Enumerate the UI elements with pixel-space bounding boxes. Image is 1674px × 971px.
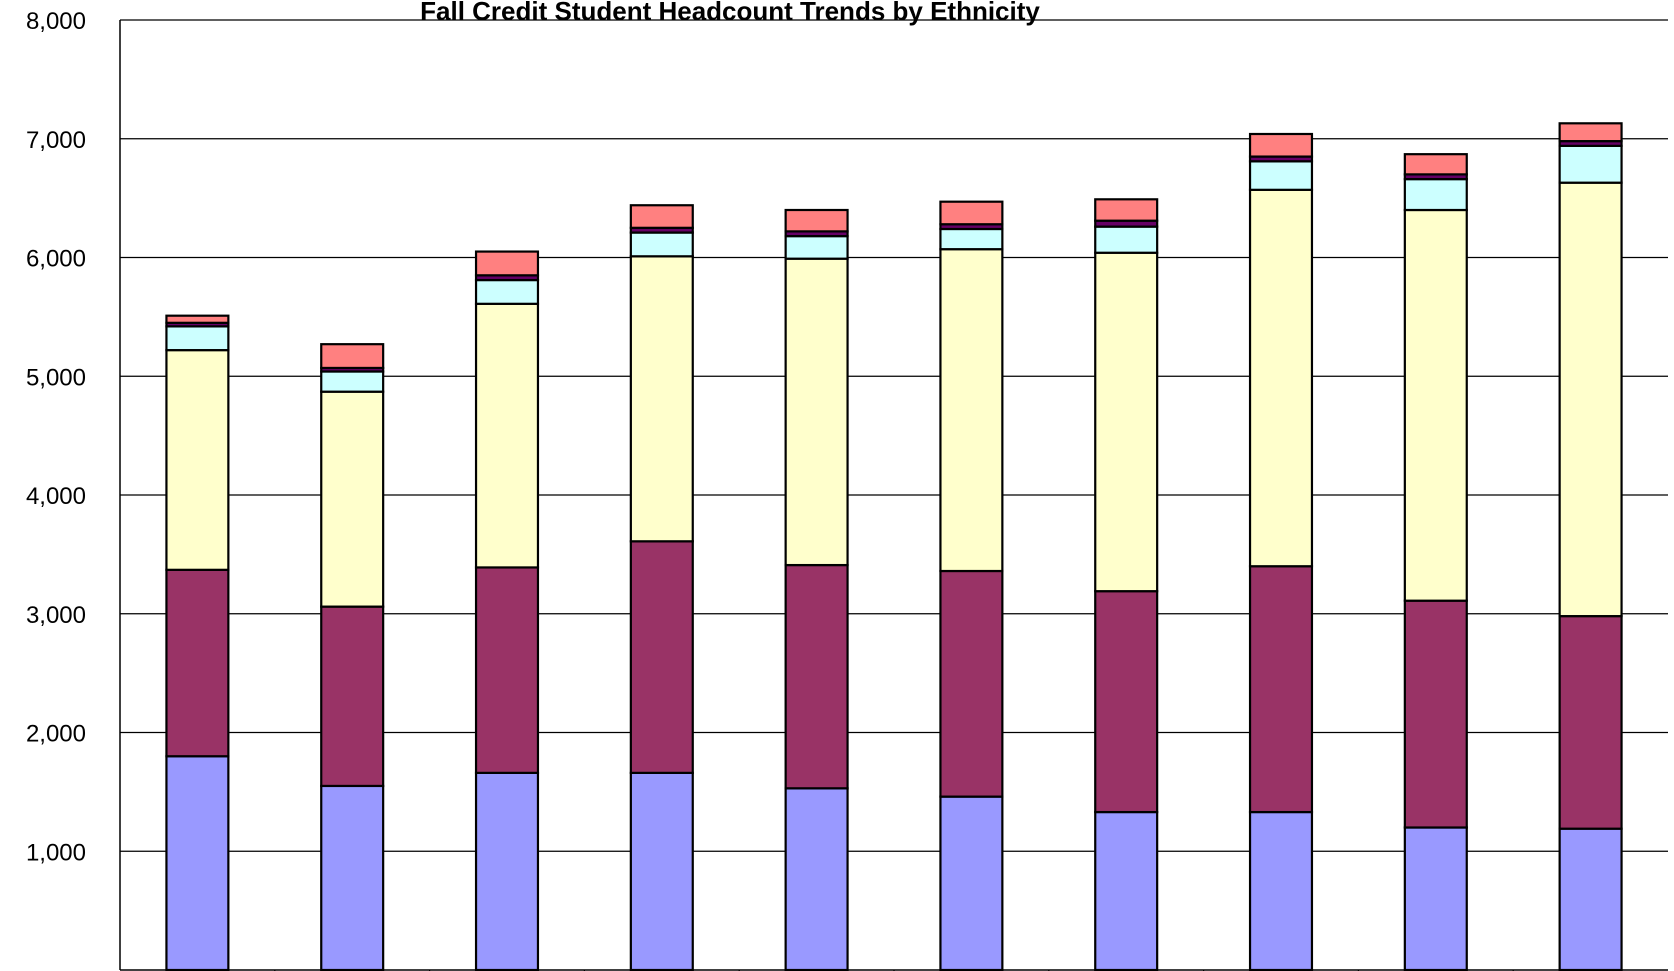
bar-segment — [1558, 144, 1623, 184]
bar-segment — [939, 227, 1004, 251]
bar-segment — [320, 343, 385, 370]
chart-title: Fall Credit Student Headcount Trends by … — [420, 0, 1040, 26]
bar-segment — [1094, 198, 1159, 222]
bar-segment — [1403, 599, 1468, 829]
bar-segment — [320, 784, 385, 971]
y-tick-label: 7,000 — [26, 127, 86, 154]
bar-segment — [1094, 590, 1159, 814]
y-tick-label: 5,000 — [26, 364, 86, 391]
bar-segment — [1094, 810, 1159, 971]
bar-segment — [320, 605, 385, 788]
y-tick-label: - — [78, 958, 86, 971]
bar-segment — [784, 787, 849, 971]
bar-segment — [784, 208, 849, 233]
bar-segment — [784, 235, 849, 260]
bar-segment — [1248, 160, 1314, 191]
bar-segment — [320, 370, 385, 393]
bar-segment — [939, 795, 1004, 971]
bar-segment — [629, 771, 694, 971]
bar-segment — [629, 540, 694, 774]
y-tick-label: 3,000 — [26, 602, 86, 629]
bar-segment — [939, 569, 1004, 798]
bar-segment — [784, 563, 849, 790]
bar-segment — [1403, 153, 1468, 176]
bar-segment — [1558, 615, 1623, 830]
bar-segment — [165, 755, 230, 971]
bar-segment — [1558, 122, 1623, 143]
bar-segment — [1094, 251, 1159, 593]
bar-segment — [1094, 225, 1159, 254]
bar-segment — [629, 231, 694, 258]
bar-segment — [165, 568, 230, 758]
y-tick-label: 6,000 — [26, 246, 86, 273]
y-tick-label: 2,000 — [26, 721, 86, 748]
bar-segment — [165, 314, 230, 324]
bar-segment — [1403, 208, 1468, 602]
bar-segment — [1403, 826, 1468, 971]
y-tick-label: 1,000 — [26, 839, 86, 866]
bar-segment — [474, 566, 540, 774]
bar-segment — [165, 349, 230, 571]
bar-segment — [1248, 132, 1314, 158]
bar-segment — [939, 200, 1004, 226]
bar-segment — [629, 255, 694, 543]
bars — [165, 122, 1623, 971]
bar-segment — [1558, 181, 1623, 618]
bar-segment — [1248, 565, 1314, 814]
bar-segment — [629, 204, 694, 229]
bar-segment — [474, 302, 540, 569]
bar-segment — [165, 325, 230, 352]
bar-segment — [1248, 810, 1314, 971]
y-tick-label: 8,000 — [26, 8, 86, 35]
axes: - 1,000 2,000 3,000 4,000 5,000 6,000 7,000 8,00… — [26, 8, 1668, 971]
y-tick-label: 4,000 — [26, 483, 86, 510]
bar-segment — [474, 771, 540, 971]
bar-segment — [1248, 188, 1314, 568]
bar-segment — [474, 278, 540, 305]
bar-segment — [939, 248, 1004, 573]
bar-segment — [320, 390, 385, 608]
bar-segment — [1403, 178, 1468, 212]
bar-segment — [784, 257, 849, 567]
bar-segment — [474, 250, 540, 277]
bar-segment — [1558, 827, 1623, 971]
